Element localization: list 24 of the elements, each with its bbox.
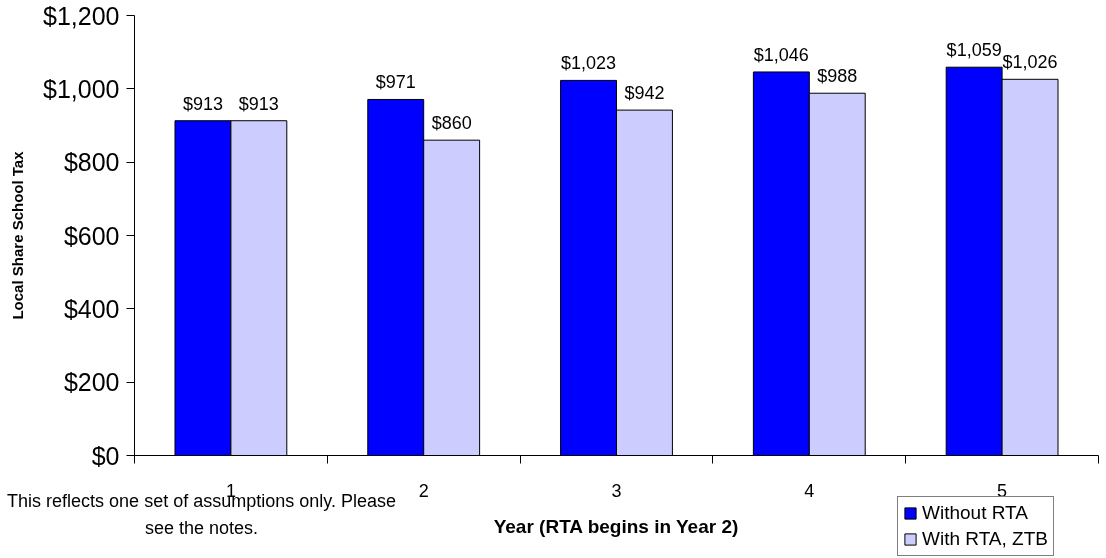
x-tick-label: 3 <box>611 480 622 501</box>
data-label: $913 <box>182 93 223 114</box>
x-tick-label: 2 <box>418 480 429 501</box>
x-tick-label: 4 <box>804 480 815 501</box>
y-axis-title: Local Share School Tax <box>9 150 27 320</box>
y-tick-label: $1,200 <box>43 1 120 30</box>
data-label: $988 <box>817 66 858 87</box>
y-tick-label: $0 <box>91 441 120 470</box>
y-tick-label: $200 <box>63 368 120 397</box>
y-tick-label: $400 <box>63 294 120 323</box>
y-tick-label: $800 <box>63 148 120 177</box>
data-label: $913 <box>238 93 279 114</box>
data-label: $942 <box>624 83 665 104</box>
legend-label: With RTA, ZTB <box>922 528 1048 550</box>
x-axis-title: Year (RTA begins in Year 2) <box>493 515 739 537</box>
data-label: $1,046 <box>753 44 809 65</box>
data-label: $1,023 <box>561 53 617 74</box>
data-label: $1,026 <box>1002 52 1058 73</box>
data-label: $1,059 <box>946 40 1002 61</box>
legend-label: Without RTA <box>922 502 1028 524</box>
y-tick-label: $1,000 <box>43 74 120 103</box>
data-label: $860 <box>431 113 472 134</box>
data-label: $971 <box>375 72 416 93</box>
y-tick-label: $600 <box>63 221 120 250</box>
